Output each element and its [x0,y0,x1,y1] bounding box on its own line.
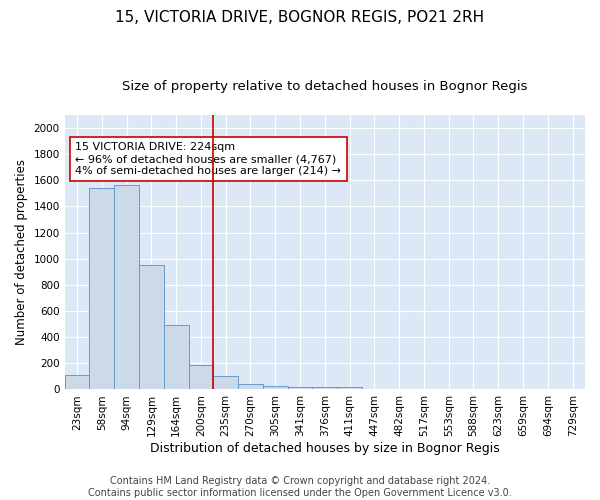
Bar [238,384,263,390]
X-axis label: Distribution of detached houses by size in Bognor Regis: Distribution of detached houses by size … [150,442,500,455]
Title: Size of property relative to detached houses in Bognor Regis: Size of property relative to detached ho… [122,80,527,93]
Bar [263,386,287,390]
Text: 15, VICTORIA DRIVE, BOGNOR REGIS, PO21 2RH: 15, VICTORIA DRIVE, BOGNOR REGIS, PO21 2… [115,10,485,25]
Bar [139,266,164,390]
Bar [114,185,139,390]
Bar [164,326,188,390]
Bar [188,364,214,390]
Text: Contains HM Land Registry data © Crown copyright and database right 2024.
Contai: Contains HM Land Registry data © Crown c… [88,476,512,498]
Y-axis label: Number of detached properties: Number of detached properties [15,159,28,345]
Bar [65,375,89,390]
Bar [337,388,362,390]
Bar [89,188,114,390]
Text: 15 VICTORIA DRIVE: 224sqm
← 96% of detached houses are smaller (4,767)
4% of sem: 15 VICTORIA DRIVE: 224sqm ← 96% of detac… [75,142,341,176]
Bar [287,388,313,390]
Bar [214,376,238,390]
Bar [313,388,337,390]
